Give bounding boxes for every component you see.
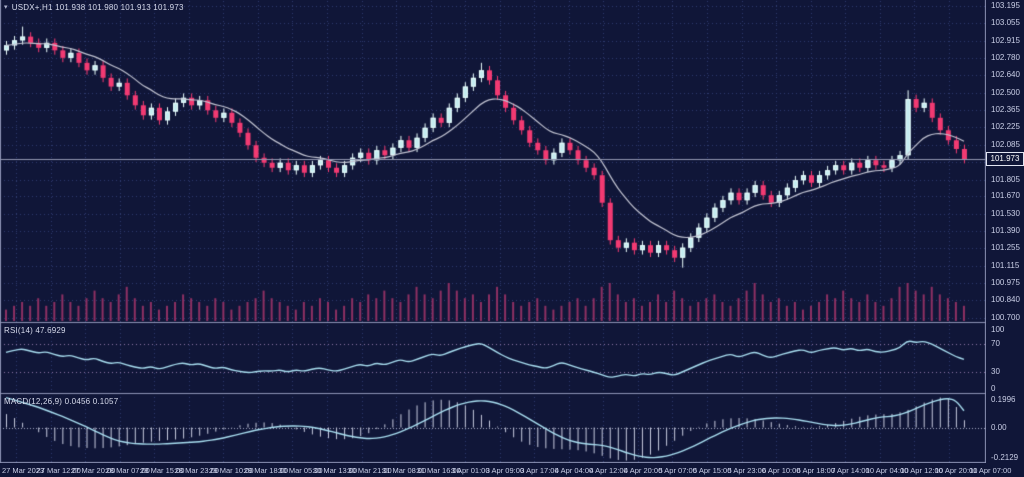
macd-indicator-label: MACD(12,26,9) 0.0456 0.1057 [4, 397, 119, 406]
time-tick-label: 3 Apr 17:00 [520, 466, 559, 475]
time-tick-label: 27 Mar 12:00 [36, 466, 81, 475]
rsi-tick-label: 0 [991, 384, 996, 393]
price-tick-label: 102.780 [991, 53, 1020, 62]
time-tick-label: 31 Mar 16:00 [416, 466, 461, 475]
price-tick-label: 102.085 [991, 140, 1020, 149]
time-tick-label: 7 Apr 14:00 [831, 466, 870, 475]
time-tick-label: 3 Apr 09:00 [485, 466, 525, 475]
price-tick-label: 102.225 [991, 122, 1020, 131]
price-tick-label: 101.390 [991, 226, 1020, 235]
time-tick-label: 28 Mar 15:00 [140, 466, 185, 475]
time-tick-label: 28 Mar 07:00 [105, 466, 150, 475]
time-tick-label: 27 Mar 2023 [2, 466, 45, 475]
rsi-indicator-label: RSI(14) 47.6929 [4, 326, 66, 335]
current-price-badge: 101.973 [986, 152, 1024, 166]
price-tick-label: 102.500 [991, 88, 1020, 97]
macd-tick-label: -0.2129 [991, 453, 1019, 462]
rsi-tick-label: 70 [991, 339, 1000, 348]
price-tick-label: 100.700 [991, 313, 1020, 322]
time-axis[interactable]: 27 Mar 2023 27 Mar 12:00 27 Mar 20:00 28 Ma… [0, 464, 1024, 477]
chart-canvas[interactable] [0, 0, 986, 463]
price-tick-label: 101.115 [991, 261, 1020, 270]
time-tick-label: 10 Apr 12:00 [900, 466, 943, 475]
price-tick-label: 103.195 [991, 1, 1020, 10]
rsi-axis: 100 70 30 0 [986, 0, 1024, 463]
macd-tick-label: 0.00 [991, 423, 1007, 432]
time-tick-label: 4 Apr 12:00 [589, 466, 628, 475]
price-tick-label: 101.670 [991, 191, 1020, 200]
rsi-tick-label: 30 [991, 367, 1000, 376]
price-tick-label: 100.975 [991, 278, 1020, 287]
price-tick-label: 101.255 [991, 243, 1020, 252]
price-tick-label: 102.365 [991, 105, 1020, 114]
time-tick-label: 10 Apr 20:00 [934, 466, 978, 475]
time-tick-label: 5 Apr 07:00 [658, 466, 697, 475]
price-tick-label: 100.840 [991, 295, 1020, 304]
time-tick-label: 29 Mar 10:00 [209, 466, 254, 475]
time-tick-label: 31 Mar 08:00 [382, 466, 427, 475]
chart-title-text: USDX+,H1 101.938 101.980 101.913 101.973 [11, 3, 184, 12]
rsi-tick-label: 100 [991, 325, 1005, 334]
time-tick-label: 10 Apr 04:00 [865, 466, 909, 475]
chart-title: ▾ USDX+,H1 101.938 101.980 101.913 101.9… [4, 3, 184, 12]
time-tick-label: 30 Mar 13:00 [312, 466, 358, 475]
time-tick-label: 28 Mar 23:00 [174, 466, 219, 475]
time-tick-label: 27 Mar 20:00 [71, 466, 116, 475]
time-tick-label: 4 Apr 04:00 [554, 466, 594, 475]
macd-axis: 0.1996 0.00 -0.2129 [986, 0, 1024, 463]
price-tick-label: 102.915 [991, 36, 1020, 45]
symbol-dropdown-icon[interactable]: ▾ [4, 4, 8, 11]
time-tick-label: 6 Apr 18:00 [796, 466, 836, 475]
time-tick-label: 4 Apr 20:00 [623, 466, 663, 475]
price-tick-label: 103.055 [991, 18, 1020, 27]
macd-tick-label: 0.1996 [991, 395, 1016, 404]
time-tick-label: 30 Mar 05:00 [278, 466, 323, 475]
time-tick-label: 29 Mar 18:00 [243, 466, 289, 475]
time-tick-label: 30 Mar 21:00 [347, 466, 392, 475]
price-tick-label: 101.805 [991, 175, 1020, 184]
time-tick-label: 6 Apr 10:00 [762, 466, 801, 475]
time-tick-label: 5 Apr 15:00 [693, 466, 732, 475]
price-tick-label: 102.640 [991, 70, 1020, 79]
time-tick-label: 11 Apr 07:00 [969, 466, 1012, 475]
time-tick-label: 5 Apr 23:00 [727, 466, 766, 475]
time-tick-label: 3 Apr 01:00 [451, 466, 490, 475]
price-tick-label: 101.530 [991, 209, 1020, 218]
